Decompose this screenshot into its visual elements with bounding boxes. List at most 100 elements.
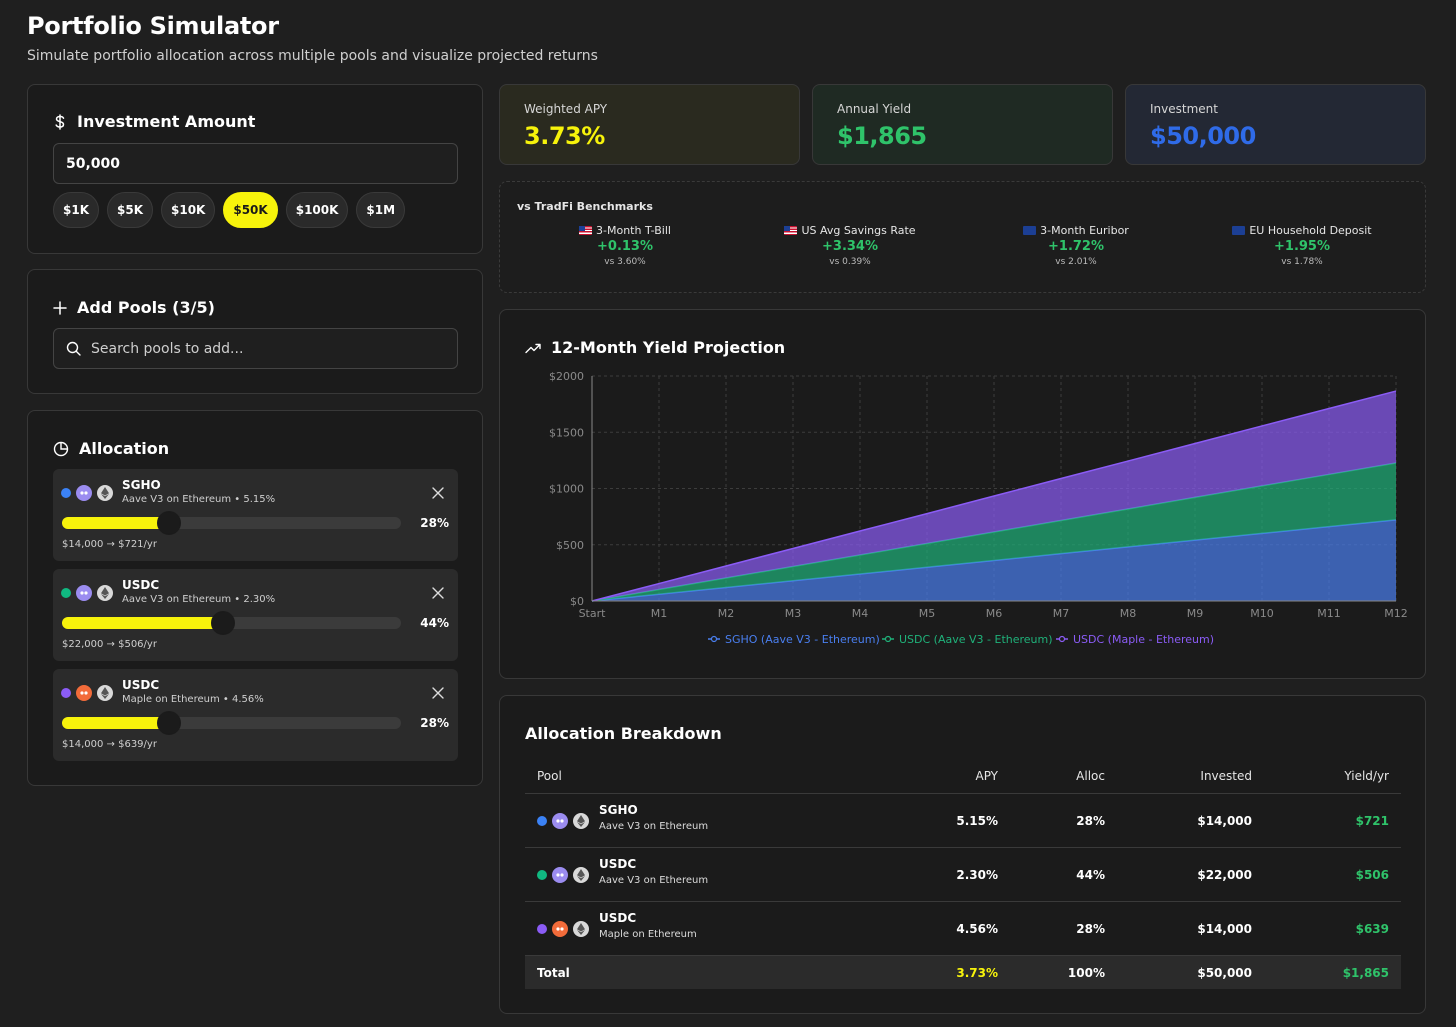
series-color-dot xyxy=(61,588,71,598)
preset-button-2[interactable]: $10K xyxy=(161,192,216,228)
preset-button-4[interactable]: $100K xyxy=(285,192,349,228)
allocation-item-icons xyxy=(61,685,113,701)
close-icon xyxy=(432,587,444,599)
series-color-dot xyxy=(537,816,547,826)
preset-button-5[interactable]: $1M xyxy=(356,192,406,228)
row-apy: 5.15% xyxy=(956,814,998,828)
pool-icons xyxy=(537,921,589,937)
yield-projection-heading-label: 12-Month Yield Projection xyxy=(551,338,786,357)
column-header-pool: Pool xyxy=(537,769,562,783)
add-pools-heading: Add Pools (3/5) xyxy=(53,298,215,317)
allocation-item-subtitle: Aave V3 on Ethereum • 2.30% xyxy=(122,594,276,605)
add-pools-card: Add Pools (3/5) xyxy=(27,269,483,394)
row-invested: $14,000 xyxy=(1197,814,1252,828)
eu-flag-icon xyxy=(1232,226,1246,235)
legend-label: SGHO (Aave V3 - Ethereum) xyxy=(725,633,880,646)
allocation-item-icons xyxy=(61,585,113,601)
ethereum-icon xyxy=(573,921,589,937)
allocation-heading: Allocation xyxy=(53,439,169,458)
allocation-slider-thumb[interactable] xyxy=(156,711,181,735)
maple-icon xyxy=(552,921,568,937)
investment-heading: Investment Amount xyxy=(53,112,255,131)
page-title: Portfolio Simulator xyxy=(27,12,279,40)
pool-icons xyxy=(537,867,589,883)
allocation-breakdown-heading-label: Allocation Breakdown xyxy=(525,724,722,743)
annual-yield-label: Annual Yield xyxy=(837,102,912,116)
benchmark-delta: +0.13% xyxy=(597,239,653,254)
x-tick-label: M5 xyxy=(919,607,936,620)
allocation-yield: $22,000 → $506/yr xyxy=(62,639,157,650)
pool-name: USDC xyxy=(599,911,637,925)
benchmarks-card: vs TradFi Benchmarks 3-Month T-Bill +0.13… xyxy=(499,181,1426,293)
legend-swatch-marker xyxy=(1058,635,1066,643)
total-invested: $50,000 xyxy=(1197,966,1252,980)
pool-subtitle: Maple on Ethereum xyxy=(599,929,697,940)
yield-projection-card: $0 $500 $1000 $1500 $2000 Start M1 M2 M3 M4 M5 M6 M7… xyxy=(499,309,1426,679)
allocation-item: SGHO Aave V3 on Ethereum • 5.15% 28% $14,00… xyxy=(53,469,458,561)
row-alloc: 28% xyxy=(1076,922,1105,936)
y-tick-label: $1000 xyxy=(549,483,584,496)
remove-pool-button[interactable] xyxy=(430,585,446,601)
allocation-slider-thumb[interactable] xyxy=(156,511,181,535)
benchmark-reference: vs 0.39% xyxy=(829,257,871,267)
pie-chart-icon xyxy=(53,441,69,456)
row-yield: $639 xyxy=(1355,922,1389,936)
investment-amount-input[interactable] xyxy=(53,143,458,184)
trending-up-icon xyxy=(525,343,541,353)
allocation-heading-label: Allocation xyxy=(79,439,170,458)
y-tick-label: $0 xyxy=(570,595,584,608)
allocation-item-icons xyxy=(61,485,113,501)
close-icon xyxy=(432,487,444,499)
allocation-slider-fill xyxy=(62,517,169,529)
x-tick-label: M1 xyxy=(651,607,668,620)
remove-pool-button[interactable] xyxy=(430,685,446,701)
legend-swatch-marker xyxy=(710,635,718,643)
pool-subtitle: Aave V3 on Ethereum xyxy=(599,875,709,886)
investment-stat-card: Investment $50,000 xyxy=(1125,84,1426,165)
row-alloc: 44% xyxy=(1076,868,1105,882)
allocation-breakdown-heading: Allocation Breakdown xyxy=(525,724,722,743)
aave-icon xyxy=(552,867,568,883)
preset-button-1[interactable]: $5K xyxy=(107,192,153,228)
ethereum-icon xyxy=(97,585,113,601)
y-tick-label: $2000 xyxy=(549,370,584,383)
aave-icon xyxy=(76,585,92,601)
preset-button-0[interactable]: $1K xyxy=(53,192,99,228)
x-tick-label: M3 xyxy=(785,607,802,620)
weighted-apy-card: Weighted APY 3.73% xyxy=(499,84,800,165)
us-flag-icon xyxy=(784,226,798,235)
allocation-item-subtitle: Maple on Ethereum • 4.56% xyxy=(122,694,264,705)
x-tick-label: M9 xyxy=(1187,607,1204,620)
preset-button-3[interactable]: $50K xyxy=(223,192,278,228)
column-header-alloc: Alloc xyxy=(1076,769,1105,783)
ethereum-icon xyxy=(97,685,113,701)
allocation-slider[interactable] xyxy=(62,511,401,535)
table-row: USDC Aave V3 on Ethereum 2.30% 44% $22,000 $5… xyxy=(525,848,1401,902)
table-row: USDC Maple on Ethereum 4.56% 28% $14,000 $639 xyxy=(525,902,1401,956)
maple-icon xyxy=(76,685,92,701)
allocation-slider[interactable] xyxy=(62,611,401,635)
x-tick-label: M2 xyxy=(718,607,735,620)
remove-pool-button[interactable] xyxy=(430,485,446,501)
pool-search-box[interactable] xyxy=(53,328,458,369)
weighted-apy-value: 3.73% xyxy=(524,122,605,150)
total-yield: $1,865 xyxy=(1342,966,1389,980)
allocation-slider[interactable] xyxy=(62,711,401,735)
ethereum-icon xyxy=(573,813,589,829)
legend-swatch-marker xyxy=(884,635,892,643)
x-tick-label: M4 xyxy=(852,607,869,620)
dollar-icon xyxy=(55,113,65,130)
pool-search-input[interactable] xyxy=(91,340,431,357)
x-tick-label: M6 xyxy=(986,607,1003,620)
allocation-item-name: SGHO xyxy=(122,478,161,492)
series-color-dot xyxy=(61,488,71,498)
legend-label: USDC (Maple - Ethereum) xyxy=(1073,633,1214,646)
total-alloc: 100% xyxy=(1067,966,1105,980)
allocation-slider-thumb[interactable] xyxy=(211,611,236,635)
allocation-slider-fill xyxy=(62,717,169,729)
total-label: Total xyxy=(537,966,570,980)
row-apy: 2.30% xyxy=(956,868,998,882)
benchmark-name: 3-Month T-Bill xyxy=(596,224,671,237)
plus-icon xyxy=(53,300,67,315)
allocation-item-name: USDC xyxy=(122,678,160,692)
